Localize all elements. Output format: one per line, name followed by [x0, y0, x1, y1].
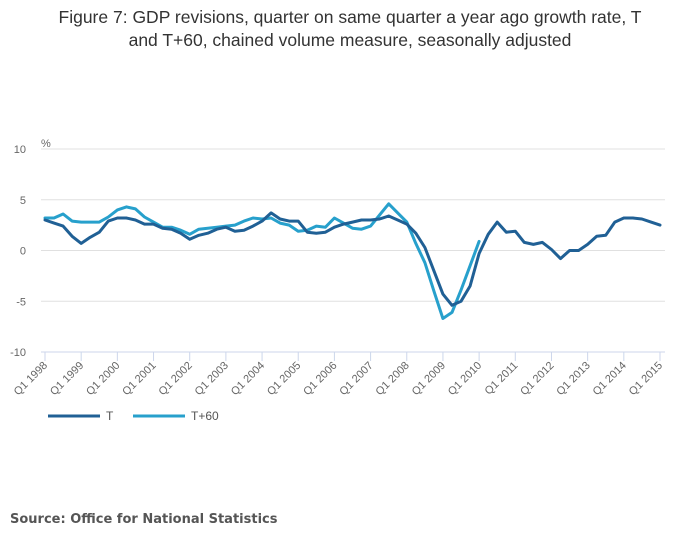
x-tick-label: Q1 2000 [84, 360, 122, 398]
x-tick-label: Q1 1998 [12, 360, 50, 398]
series-lines [43, 202, 662, 320]
y-tick-label: -10 [10, 347, 26, 359]
x-tick-label: Q1 2009 [410, 360, 448, 398]
legend: T T+60 [48, 409, 219, 423]
x-tick-label: Q1 2008 [374, 360, 412, 398]
x-tick-label: Q1 2014 [591, 360, 629, 398]
x-tick-label: Q1 1999 [48, 360, 86, 398]
y-tick-label: 10 [14, 144, 26, 156]
x-tick-label: Q1 2006 [301, 360, 339, 398]
gridlines [41, 148, 665, 302]
x-tick-label: Q1 2011 [483, 360, 521, 398]
source-note: Source: Office for National Statistics [10, 512, 278, 527]
x-tick-label: Q1 2003 [193, 360, 231, 398]
y-axis: 10 5 0 -5 -10 [10, 144, 26, 359]
y-tick-label: 0 [20, 246, 26, 258]
legend-label: T+60 [191, 409, 219, 423]
x-tick-label: Q1 2005 [265, 360, 303, 398]
y-axis-unit-label: % [41, 138, 51, 150]
x-tick-label: Q1 2004 [229, 360, 267, 398]
chart-title-line-1: Figure 7: GDP revisions, quarter on same… [58, 7, 642, 27]
chart-title: Figure 7: GDP revisions, quarter on same… [0, 6, 700, 52]
legend-label: T [106, 409, 114, 423]
series-line-t-60 [43, 202, 481, 320]
chart-title-line-2: and T+60, chained volume measure, season… [128, 30, 572, 50]
y-tick-label: 5 [20, 195, 26, 207]
series-line-t [43, 211, 662, 307]
x-tick-label: Q1 2012 [518, 360, 556, 398]
x-tick-label: Q1 2015 [627, 360, 665, 398]
x-tick-label: Q1 2002 [156, 360, 194, 398]
x-tick-label: Q1 2013 [554, 360, 592, 398]
x-tick-label: Q1 2007 [337, 360, 375, 398]
x-tick-label: Q1 2001 [120, 360, 158, 398]
x-tick-label: Q1 2010 [446, 360, 484, 398]
y-tick-label: -5 [16, 296, 26, 308]
